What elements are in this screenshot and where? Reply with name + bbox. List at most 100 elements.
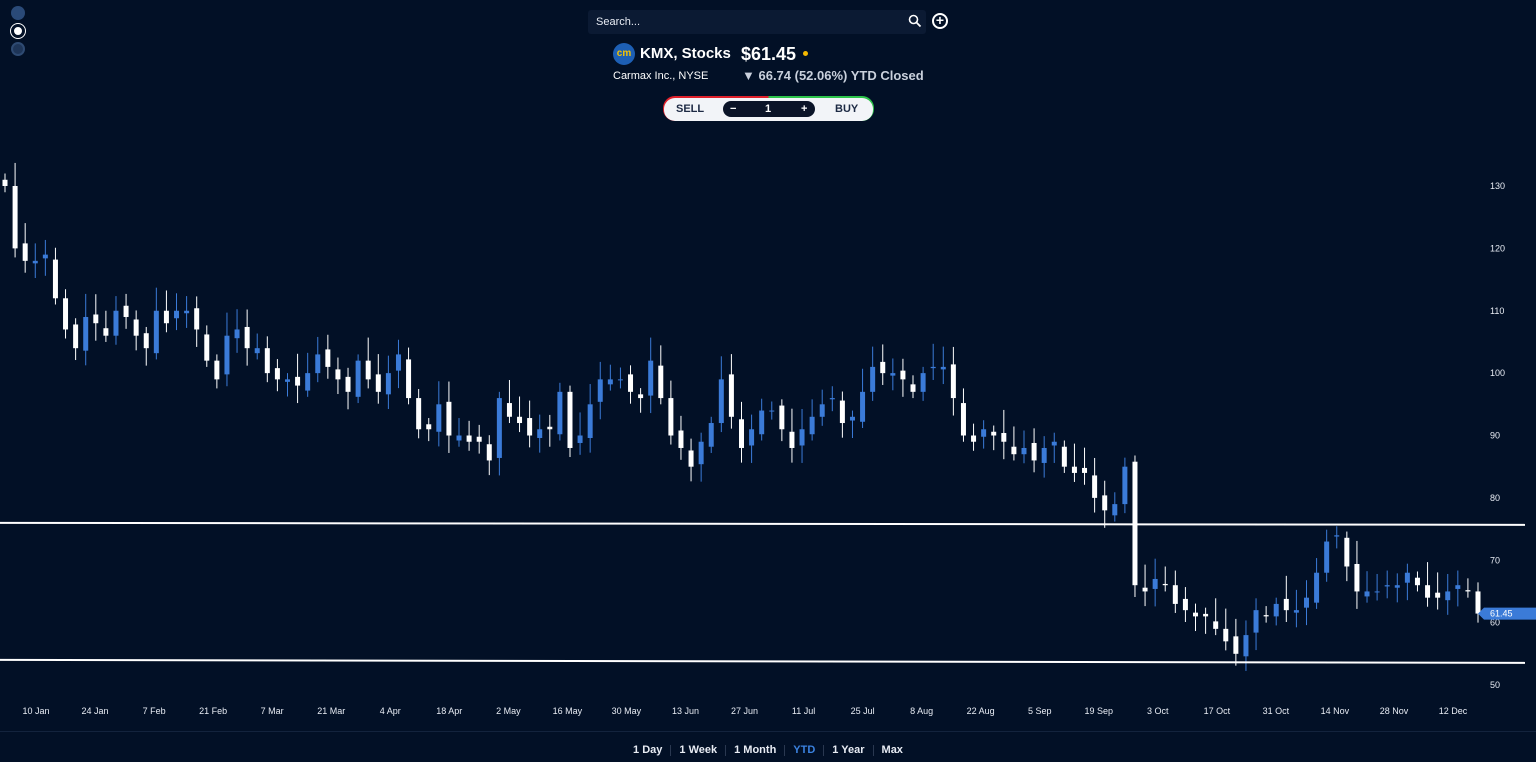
- quantity-value[interactable]: 1: [765, 103, 772, 115]
- candle-body: [1223, 628, 1229, 642]
- increment-button[interactable]: +: [801, 103, 808, 115]
- candle-body: [63, 298, 69, 330]
- candle-body: [1404, 572, 1410, 583]
- candle-body: [1082, 467, 1088, 473]
- candle-body: [587, 404, 593, 438]
- range-max[interactable]: Max: [881, 744, 903, 756]
- candle-body: [971, 435, 977, 442]
- candle-body: [607, 379, 613, 385]
- candle-body: [1384, 585, 1390, 587]
- range-1-month[interactable]: 1 Month: [734, 744, 777, 756]
- candle-body: [385, 373, 391, 395]
- x-tick-label: 27 Jun: [731, 706, 758, 716]
- candle-body: [1051, 441, 1057, 446]
- candle-body: [83, 316, 89, 351]
- candle-body: [1011, 446, 1017, 455]
- candle-body: [1122, 466, 1128, 505]
- candle-body: [204, 334, 210, 361]
- trend-line: [0, 658, 1526, 664]
- candle-body: [133, 319, 139, 336]
- search-icon[interactable]: [908, 14, 922, 28]
- x-tick-label: 11 Jul: [792, 706, 815, 716]
- candle-body: [1102, 495, 1108, 511]
- candle-body: [819, 404, 825, 417]
- x-tick-label: 28 Nov: [1380, 706, 1409, 716]
- candle-body: [406, 359, 412, 399]
- range-separator: [872, 744, 874, 756]
- range-selector: 1 Day 1 Week 1 Month YTD 1 Year Max: [0, 744, 1536, 756]
- candle-body: [638, 394, 644, 399]
- candle-body: [567, 391, 573, 448]
- x-tick-label: 25 Jul: [851, 706, 875, 716]
- candle-body: [1354, 563, 1360, 592]
- candle-body: [194, 308, 200, 330]
- settings-icon[interactable]: [11, 42, 25, 56]
- candle-body: [1182, 598, 1188, 611]
- x-tick-label: 21 Feb: [199, 706, 227, 716]
- candle-body: [920, 373, 926, 392]
- candle-body: [950, 364, 956, 399]
- candle-body: [557, 391, 563, 435]
- buy-button[interactable]: BUY: [835, 103, 859, 115]
- range-1-week[interactable]: 1 Week: [679, 744, 718, 756]
- search-input[interactable]: Search...: [588, 10, 926, 34]
- candle-body: [1112, 504, 1118, 516]
- candle-body: [1061, 446, 1067, 467]
- candle-body: [42, 254, 48, 259]
- candle-body: [476, 436, 482, 442]
- range-1-day[interactable]: 1 Day: [633, 744, 663, 756]
- candle-body: [254, 348, 260, 354]
- candle-body: [1283, 598, 1289, 611]
- candle-body: [274, 368, 280, 380]
- candle-body: [547, 426, 553, 430]
- candle-body: [698, 441, 704, 465]
- candlestick-chart[interactable]: 130 120 110 100 90 80 70 60 50 10 Jan 24 Jan 7 Feb 2…: [0, 0, 1536, 730]
- add-icon[interactable]: +: [932, 13, 948, 29]
- candle-body: [799, 429, 805, 446]
- candle-body: [597, 379, 603, 402]
- candle-body: [930, 366, 936, 369]
- candle-body: [436, 404, 442, 432]
- candle-body: [325, 349, 331, 367]
- candle-body: [113, 310, 119, 336]
- line-chart-icon[interactable]: [11, 6, 25, 20]
- candle-body: [779, 405, 785, 430]
- candle-body: [1001, 433, 1007, 442]
- candle-body: [1243, 635, 1249, 657]
- quantity-stepper[interactable]: − 1 +: [723, 101, 815, 117]
- x-tick-label: 7 Mar: [261, 706, 284, 716]
- candle-body: [395, 354, 401, 371]
- candle-body: [648, 360, 654, 396]
- candle-body: [940, 366, 946, 370]
- candle-body: [345, 376, 351, 392]
- candle-body: [718, 379, 724, 424]
- candle-body: [1193, 612, 1199, 617]
- candle-body: [678, 430, 684, 448]
- candle-body: [174, 310, 180, 319]
- candle-body: [1041, 447, 1047, 463]
- last-price-marker: [1478, 607, 1536, 620]
- candle-body: [365, 360, 371, 380]
- sell-button[interactable]: SELL: [676, 103, 705, 115]
- candle-body: [870, 366, 876, 392]
- candle-body: [1273, 603, 1279, 617]
- range-1-year[interactable]: 1 Year: [832, 744, 865, 756]
- x-tick-label: 18 Apr: [436, 706, 462, 716]
- range-ytd[interactable]: YTD: [793, 744, 816, 756]
- candle-body: [880, 361, 886, 374]
- candle-body: [446, 401, 452, 436]
- candlestick-chart-icon[interactable]: [10, 23, 26, 39]
- divider: [0, 731, 1536, 732]
- candle-body: [234, 329, 240, 339]
- range-separator: [823, 744, 825, 756]
- candle-body: [305, 373, 311, 391]
- candle-body: [890, 373, 896, 376]
- decrement-button[interactable]: −: [730, 103, 737, 115]
- candle-body: [12, 186, 18, 249]
- candle-body: [506, 403, 512, 417]
- x-tick-label: 8 Aug: [910, 706, 933, 716]
- x-tick-label: 21 Mar: [317, 706, 345, 716]
- candle-body: [1142, 587, 1148, 592]
- candle-body: [527, 418, 533, 436]
- y-tick-label: 50: [1490, 680, 1500, 690]
